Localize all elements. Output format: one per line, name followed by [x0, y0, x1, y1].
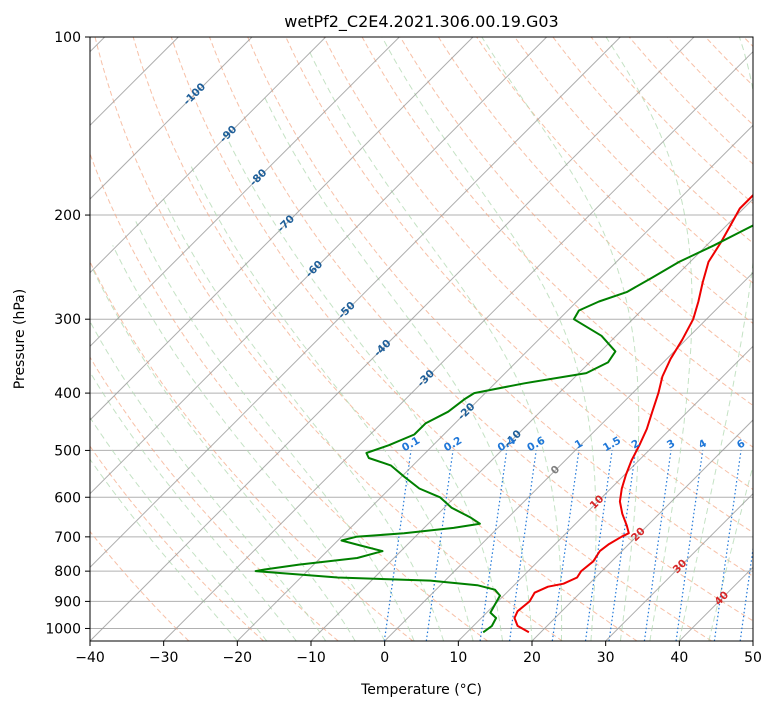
- x-tick-label: 50: [744, 650, 762, 666]
- x-tick-label: −40: [75, 650, 105, 666]
- isotherm: [90, 37, 253, 200]
- moist-adiabat: [112, 245, 386, 641]
- mixing-ratio-line: [551, 450, 580, 641]
- mixing-ratio-line: [643, 450, 672, 641]
- x-tick-label: −10: [296, 650, 326, 666]
- moist-adiabat: [190, 165, 474, 641]
- isotherm: [90, 37, 474, 421]
- x-tick-label: 10: [449, 650, 467, 666]
- mixing-ratio-line: [675, 450, 704, 641]
- chart-title: wetPf2_C2E4.2021.306.00.19.G03: [284, 12, 558, 32]
- isotherm: [90, 37, 548, 495]
- moist-adiabat: [308, 49, 563, 641]
- dry-adiabat: [170, 37, 712, 641]
- dry-adiabat: [90, 152, 488, 641]
- dry-adiabat: [514, 37, 753, 284]
- dry-adiabat: [209, 37, 753, 622]
- moist-adiabat: [91, 266, 356, 641]
- plot-frame: [89, 36, 754, 642]
- moist-adiabat: [481, 37, 640, 641]
- dry-adiabat: [132, 37, 638, 641]
- isotherm: [90, 37, 327, 274]
- mixing-ratio-label: 8: [761, 437, 773, 451]
- isotherm: [605, 492, 753, 641]
- x-tick-label: −30: [149, 650, 179, 666]
- temperature-profile: [513, 193, 753, 634]
- moist-adiabat: [605, 37, 693, 641]
- dry-adiabat: [399, 37, 753, 407]
- moist-adiabat: [135, 221, 415, 641]
- y-tick-label: 400: [54, 386, 81, 402]
- plot-background: [90, 37, 753, 641]
- x-tick-label: 20: [523, 650, 541, 666]
- isotherm: [531, 419, 753, 641]
- moist-adiabat: [678, 37, 753, 641]
- moist-adiabat: [708, 464, 753, 641]
- moist-adiabat: [90, 320, 327, 641]
- y-tick-label: 900: [54, 594, 81, 610]
- dry-adiabat: [90, 445, 264, 641]
- dry-adiabat: [90, 530, 190, 641]
- y-tick-label: 800: [54, 564, 81, 580]
- mixing-ratio-line: [713, 450, 742, 641]
- y-tick-label: 500: [54, 443, 81, 459]
- isotherm: [90, 37, 400, 348]
- isotherm: [457, 345, 753, 641]
- y-tick-label: 300: [54, 312, 81, 328]
- dry-adiabat: [94, 37, 563, 641]
- moist-adiabat: [161, 194, 445, 641]
- dry-adiabat: [323, 37, 753, 491]
- isotherm: [90, 37, 621, 569]
- y-tick-label: 600: [54, 490, 81, 506]
- moist-adiabat: [262, 94, 533, 641]
- moist-adiabat: [381, 37, 597, 641]
- mixing-ratio-line: [425, 450, 454, 641]
- dry-adiabat: [90, 356, 339, 641]
- moist-adiabat: [90, 458, 238, 641]
- isotherm: [384, 271, 753, 641]
- mixing-ratio-line: [509, 450, 537, 641]
- mixing-ratio-line: [762, 450, 775, 641]
- dry-adiabat: [437, 37, 753, 365]
- y-tick-label: 700: [54, 530, 81, 546]
- y-tick-label: 100: [54, 30, 81, 46]
- y-tick-label: 1000: [45, 621, 81, 637]
- x-tick-label: 30: [597, 650, 615, 666]
- x-tick-label: 40: [670, 650, 688, 666]
- x-axis-title: Temperature (°C): [360, 682, 482, 698]
- mixing-ratio-line: [608, 450, 637, 641]
- isotherm: [90, 37, 695, 641]
- y-axis-title: Pressure (hPa): [12, 289, 28, 389]
- x-tick-label: 0: [380, 650, 389, 666]
- y-tick-label: 200: [54, 208, 81, 224]
- isotherm: [752, 640, 753, 641]
- mixing-ratio-line: [479, 450, 508, 641]
- isotherm: [236, 124, 753, 641]
- mixing-ratio-line: [383, 450, 412, 641]
- dewpoint-profile: [254, 224, 753, 634]
- moist-adiabat: [90, 416, 268, 641]
- x-tick-label: −20: [223, 650, 253, 666]
- isotherm: [163, 50, 753, 641]
- isotherm: [310, 198, 753, 641]
